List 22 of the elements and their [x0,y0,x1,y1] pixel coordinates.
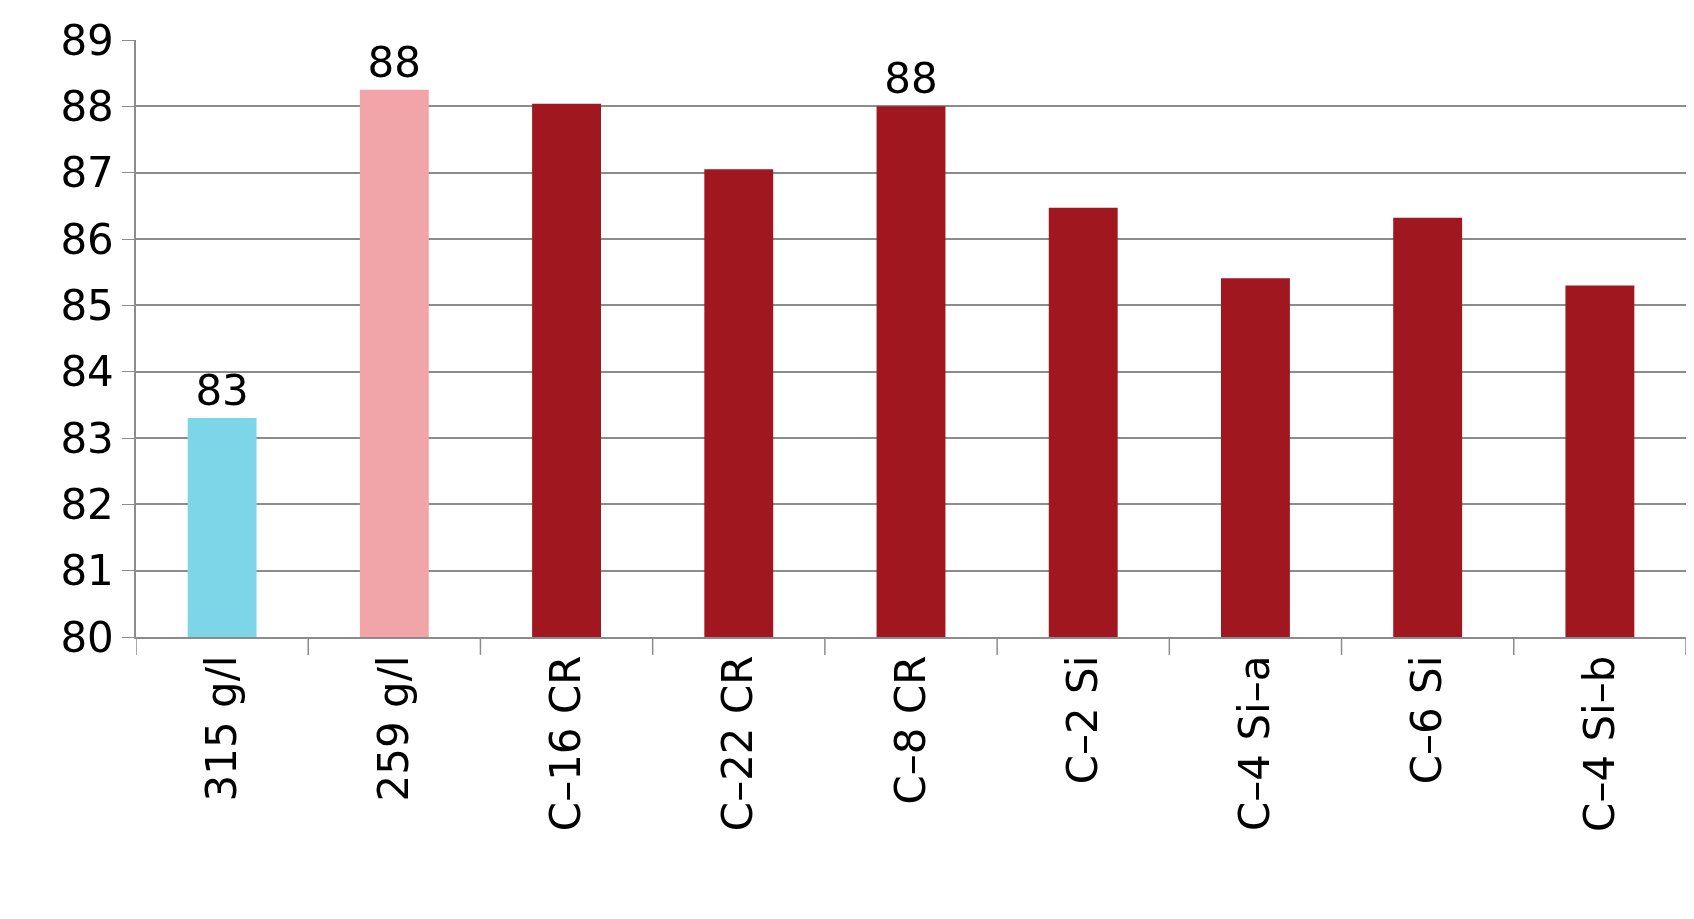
x-tick-label: C–8 CR [885,655,935,805]
x-tick-label: 315 g/l [196,655,246,802]
x-tick-label: 259 g/l [368,655,418,802]
data-label: 88 [884,54,938,104]
y-tick-label: 80 [60,612,114,662]
y-tick-label: 89 [60,15,114,65]
x-tick-label: C–4 Si–a [1230,655,1280,832]
y-tick-label: 84 [60,347,114,397]
x-tick-label: C–2 Si [1057,655,1107,785]
data-label: 83 [195,366,249,416]
data-label: 88 [367,37,422,87]
y-tick-label: 81 [60,546,114,596]
x-tick-label: C–16 CR [541,655,591,832]
y-tick-label: 88 [60,82,114,132]
y-tick-label: 83 [60,413,114,463]
x-tick-label: C–4 Si–b [1574,655,1624,832]
y-tick-label: 85 [60,281,114,331]
y-tick-label: 87 [60,148,114,198]
x-tick-label: C–22 CR [713,655,763,832]
x-tick-label: C–6 Si [1402,655,1452,785]
y-tick-label: 82 [60,480,114,530]
y-tick-label: 86 [60,214,114,264]
